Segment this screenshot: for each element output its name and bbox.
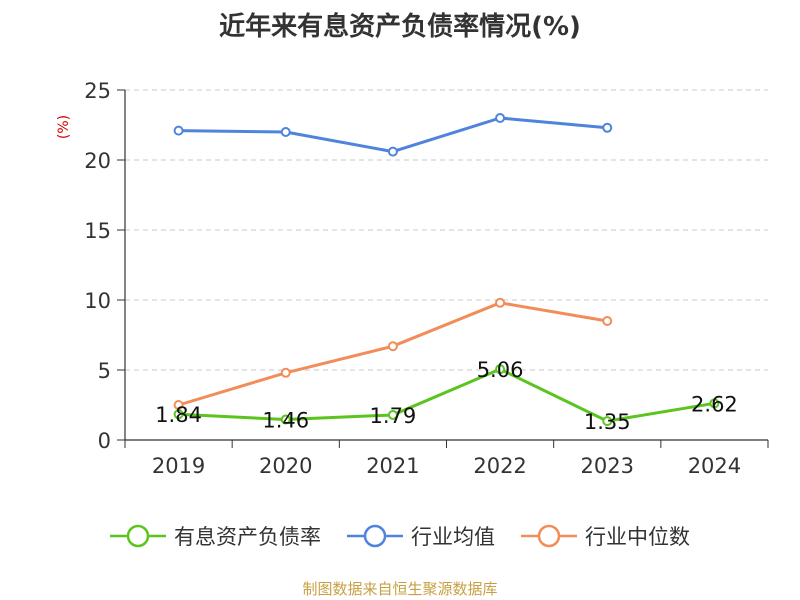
y-tick-label: 25 bbox=[84, 79, 111, 103]
series-0 bbox=[173, 364, 720, 427]
data-point bbox=[495, 113, 506, 123]
data-point bbox=[602, 316, 613, 326]
data-point bbox=[709, 398, 720, 409]
legend-swatch bbox=[110, 524, 166, 548]
series-line bbox=[178, 116, 608, 154]
x-tick-label: 2021 bbox=[366, 454, 419, 478]
x-tick-label: 2024 bbox=[688, 454, 741, 478]
data-label: 5.06 bbox=[477, 358, 524, 382]
data-point bbox=[173, 409, 184, 420]
legend-label: 行业均值 bbox=[411, 525, 495, 549]
data-point bbox=[387, 146, 398, 157]
legend-item[interactable]: 行业均值 bbox=[347, 521, 495, 551]
data-point bbox=[173, 400, 184, 410]
grid-lines bbox=[125, 89, 768, 371]
data-point bbox=[387, 341, 398, 352]
legend-label: 行业中位数 bbox=[585, 525, 690, 549]
legend-swatch bbox=[347, 524, 403, 548]
series-lines bbox=[173, 113, 720, 427]
y-tick-label: 15 bbox=[84, 219, 111, 243]
data-point bbox=[280, 367, 291, 378]
legend: 有息资产负债率 行业均值 行业中位数 bbox=[0, 521, 800, 551]
data-label: 1.79 bbox=[370, 404, 417, 428]
series-1 bbox=[173, 113, 613, 157]
legend-label: 有息资产负债率 bbox=[174, 525, 321, 549]
series-line bbox=[178, 367, 715, 423]
data-labels: 1.84 1.46 1.79 5.06 1.35 2.62 bbox=[155, 358, 738, 434]
y-tick-label: 0 bbox=[98, 429, 111, 453]
legend-swatch bbox=[521, 524, 577, 548]
data-point bbox=[602, 122, 613, 133]
data-point bbox=[173, 125, 184, 136]
y-tick-label: 20 bbox=[84, 149, 111, 173]
series-2 bbox=[173, 297, 613, 410]
data-label: 1.35 bbox=[584, 410, 631, 434]
data-point bbox=[602, 416, 613, 427]
legend-item[interactable]: 行业中位数 bbox=[521, 521, 690, 551]
legend-swatch-marker bbox=[126, 524, 150, 548]
data-point bbox=[387, 409, 398, 420]
x-tick-label: 2023 bbox=[581, 454, 634, 478]
data-point bbox=[280, 127, 291, 137]
x-tick-label: 2020 bbox=[259, 454, 312, 478]
source-note: 制图数据来自恒生聚源数据库 bbox=[302, 580, 498, 598]
axes: 0 5 10 15 20 25 2019 2020 2021 2022 2023 2024 bbox=[84, 79, 769, 478]
data-label: 2.62 bbox=[691, 392, 738, 416]
y-tick-label: 5 bbox=[98, 359, 111, 383]
x-tick-label: 2019 bbox=[152, 454, 205, 478]
legend-swatch-marker bbox=[537, 524, 561, 548]
y-tick-label: 10 bbox=[84, 289, 111, 313]
data-point bbox=[495, 364, 506, 375]
data-label: 1.46 bbox=[262, 409, 309, 433]
legend-item[interactable]: 有息资产负债率 bbox=[110, 521, 321, 551]
x-tick-label: 2022 bbox=[473, 454, 526, 478]
y-axis-unit: (%) bbox=[56, 115, 72, 139]
legend-swatch-marker bbox=[363, 524, 387, 548]
data-point bbox=[495, 297, 506, 308]
chart-title: 近年来有息资产负债率情况(%) bbox=[219, 12, 581, 42]
data-label: 1.84 bbox=[155, 403, 202, 427]
data-point bbox=[280, 414, 291, 425]
